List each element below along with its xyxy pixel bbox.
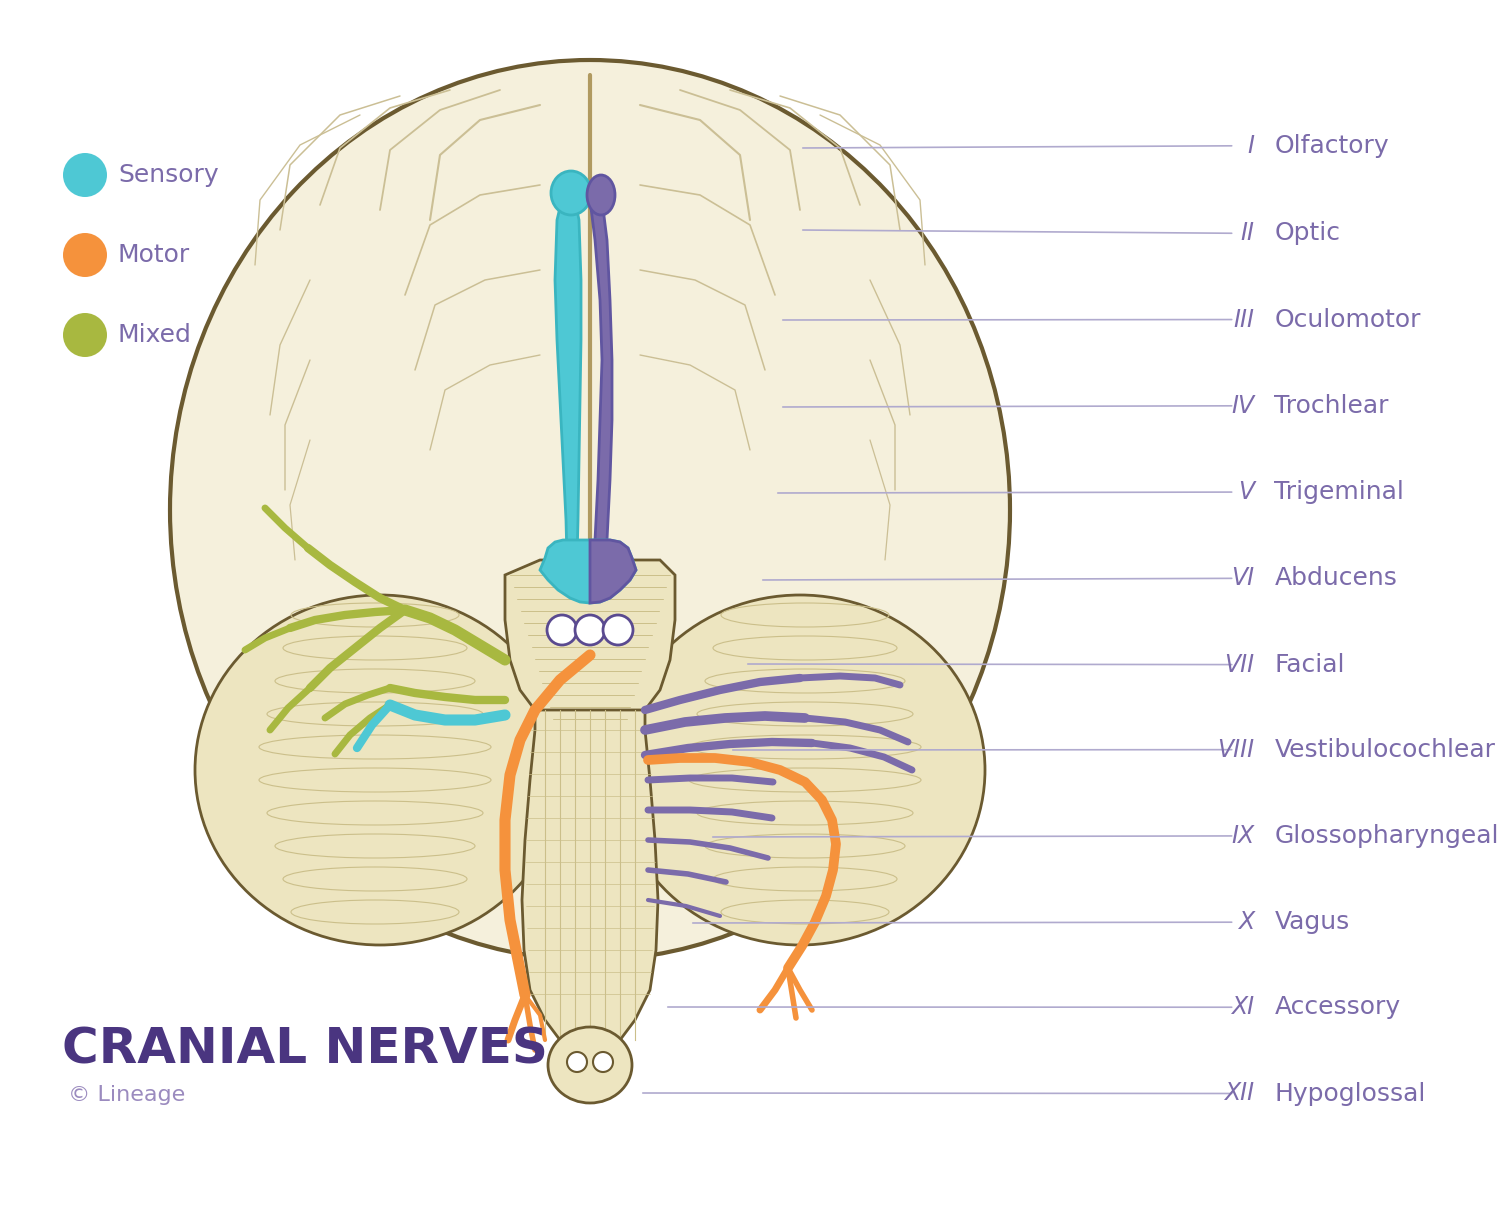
Text: VIII: VIII: [1218, 738, 1254, 762]
Text: Trochlear: Trochlear: [1275, 394, 1389, 418]
Polygon shape: [590, 190, 612, 580]
Ellipse shape: [592, 1052, 613, 1072]
Text: Motor: Motor: [118, 243, 190, 267]
Ellipse shape: [548, 1027, 632, 1103]
Text: Vestibulocochlear: Vestibulocochlear: [1275, 738, 1496, 762]
Text: © Lineage: © Lineage: [68, 1085, 186, 1104]
Ellipse shape: [63, 153, 106, 197]
Text: Accessory: Accessory: [1275, 995, 1401, 1019]
Text: IV: IV: [1232, 394, 1254, 418]
Text: Abducens: Abducens: [1275, 566, 1398, 590]
Ellipse shape: [574, 615, 604, 645]
Text: Sensory: Sensory: [118, 163, 219, 187]
Ellipse shape: [586, 175, 615, 215]
Text: XI: XI: [1232, 995, 1254, 1019]
Text: Facial: Facial: [1275, 652, 1346, 677]
Text: Hypoglossal: Hypoglossal: [1275, 1081, 1426, 1106]
Polygon shape: [555, 185, 580, 580]
Text: Olfactory: Olfactory: [1275, 134, 1389, 158]
Text: III: III: [1233, 307, 1254, 332]
Text: Oculomotor: Oculomotor: [1275, 307, 1420, 332]
Text: CRANIAL NERVES: CRANIAL NERVES: [62, 1025, 548, 1074]
Ellipse shape: [550, 171, 591, 215]
Text: IX: IX: [1232, 824, 1254, 848]
Text: Glossopharyngeal: Glossopharyngeal: [1275, 824, 1498, 848]
Text: I: I: [1248, 134, 1254, 158]
Text: Trigeminal: Trigeminal: [1275, 480, 1404, 504]
Text: II: II: [1240, 221, 1254, 245]
Text: XII: XII: [1224, 1081, 1254, 1106]
Ellipse shape: [603, 615, 633, 645]
Ellipse shape: [615, 595, 986, 945]
Polygon shape: [522, 710, 658, 1050]
Ellipse shape: [567, 1052, 586, 1072]
Text: VI: VI: [1232, 566, 1254, 590]
Ellipse shape: [63, 233, 106, 277]
Text: Vagus: Vagus: [1275, 910, 1350, 934]
Ellipse shape: [195, 595, 566, 945]
Text: V: V: [1239, 480, 1254, 504]
Ellipse shape: [548, 615, 578, 645]
Text: VII: VII: [1224, 652, 1254, 677]
Polygon shape: [540, 539, 636, 603]
Ellipse shape: [170, 60, 1010, 960]
Ellipse shape: [63, 313, 106, 357]
Polygon shape: [590, 539, 636, 603]
Text: X: X: [1239, 910, 1254, 934]
Polygon shape: [506, 560, 675, 718]
Text: Optic: Optic: [1275, 221, 1341, 245]
Text: Mixed: Mixed: [118, 323, 192, 347]
